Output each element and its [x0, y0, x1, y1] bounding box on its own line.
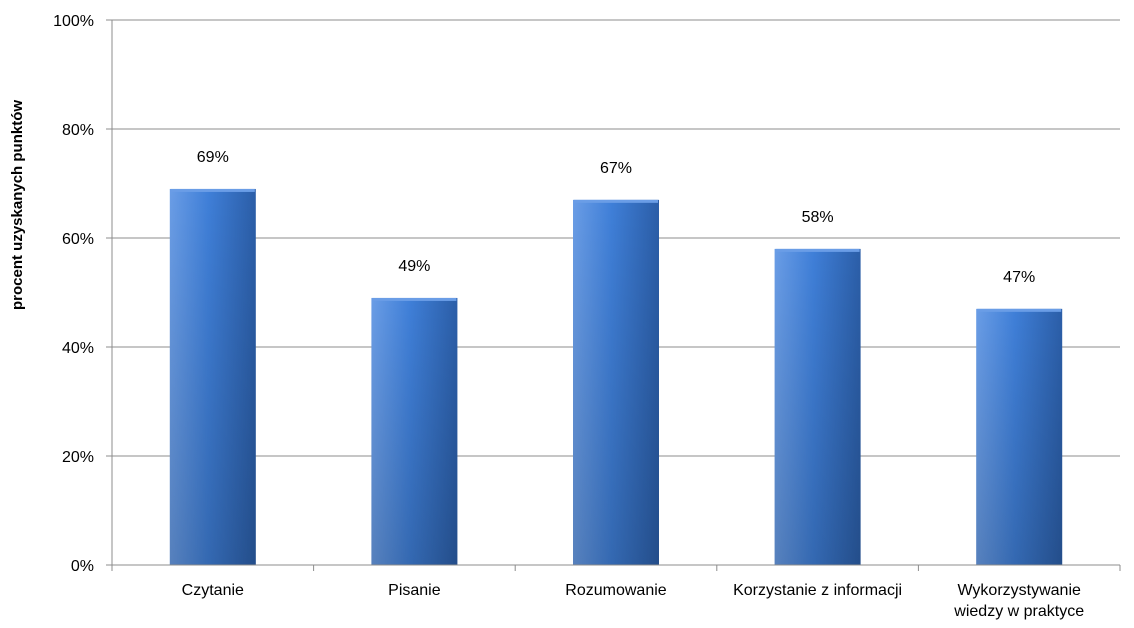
bar-shade — [371, 297, 458, 565]
bar-highlight — [372, 297, 457, 301]
labels: 0% 20% 40% 60% 80% 100% 69% Czytanie 49% Pisanie 6… — [53, 13, 1084, 620]
bar-highlight — [574, 199, 658, 203]
y-tick-label: 0% — [71, 558, 94, 575]
data-label: 67% — [600, 160, 632, 177]
x-tick-label: Wykorzystywanie — [957, 582, 1081, 599]
bar-highlight — [977, 308, 1062, 312]
y-tick-label: 40% — [62, 340, 94, 357]
y-axis-label: procent uzyskanych punktów — [9, 100, 26, 310]
y-tick-label: 20% — [62, 449, 94, 466]
y-tick-label: 100% — [53, 13, 94, 30]
data-label: 58% — [802, 209, 834, 226]
bar-highlight — [775, 248, 860, 252]
bar-shade — [774, 248, 861, 565]
x-tick-label: Rozumowanie — [565, 582, 666, 599]
bars — [169, 188, 1063, 565]
bar-shade — [976, 308, 1063, 565]
data-label: 69% — [197, 149, 229, 166]
data-label: 47% — [1003, 269, 1035, 286]
bar-highlight — [170, 188, 255, 192]
axes — [106, 19, 1121, 571]
y-tick-label: 80% — [62, 122, 94, 139]
x-tick-label: wiedzy w praktyce — [953, 603, 1084, 620]
x-tick-label: Czytanie — [182, 582, 244, 599]
y-tick-label: 60% — [62, 231, 94, 248]
x-tick-label: Korzystanie z informacji — [733, 582, 902, 599]
data-label: 49% — [398, 258, 430, 275]
bar-shade — [169, 188, 256, 565]
bar-shade — [573, 199, 659, 565]
x-tick-label: Pisanie — [388, 582, 441, 599]
